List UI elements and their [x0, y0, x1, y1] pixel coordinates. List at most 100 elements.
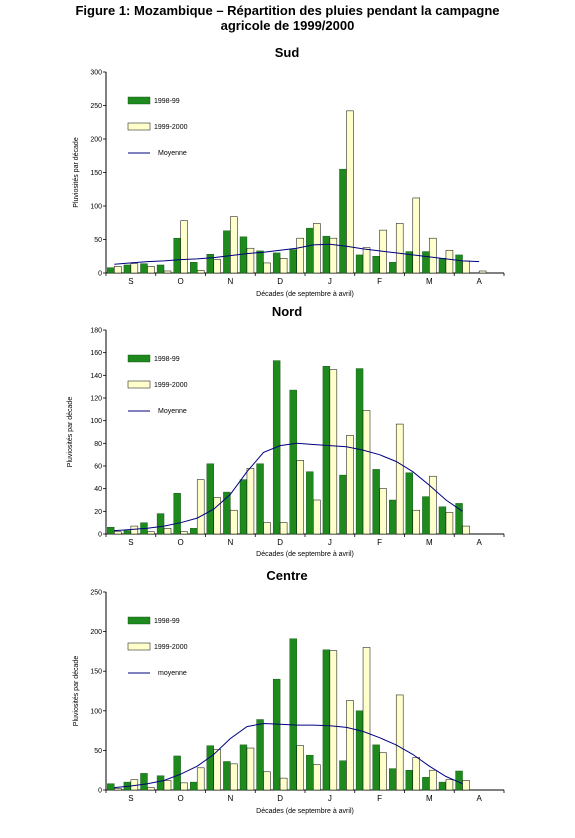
month-label: J	[328, 538, 332, 547]
bar-1998-99	[190, 262, 198, 274]
y-tick-label: 20	[94, 509, 102, 516]
bar-1999-2000	[429, 475, 437, 535]
bar-1999-2000	[346, 700, 354, 791]
bar-1999-2000	[296, 237, 304, 274]
panel-title: Nord	[272, 304, 302, 319]
bar-1999-2000	[263, 771, 271, 791]
bar-1998-99	[206, 745, 214, 791]
bar-1998-99	[239, 236, 248, 274]
bar-1998-99	[156, 264, 165, 274]
x-axis-title: Décades (de septembre à avril)	[256, 551, 354, 558]
y-tick-label: 60	[94, 464, 102, 471]
y-tick-label: 40	[94, 486, 102, 493]
month-label: M	[426, 277, 433, 286]
bar-1998-99	[322, 235, 331, 274]
chart-nord: Nord 0 20 40 60 80 100 120 140 160 180 S O N D J F M A Déca…	[67, 304, 505, 558]
figure-title-line-2: agricole de 1999/2000	[220, 18, 355, 33]
bar-1998-99	[372, 256, 380, 274]
bar-1998-99	[322, 366, 331, 535]
bar-1998-99	[405, 770, 413, 791]
bar-1999-2000	[180, 531, 188, 535]
bar-1999-2000	[230, 509, 238, 535]
bar-1999-2000	[346, 435, 354, 535]
x-axis-title: Décades (de septembre à avril)	[256, 291, 354, 298]
bar-1998-99	[239, 479, 248, 535]
bar-1999-2000	[279, 777, 288, 791]
bar-1999-2000	[462, 780, 470, 791]
bar-1999-2000	[313, 223, 321, 274]
figure-title-line-1: Figure 1: Mozambique – Répartition des p…	[75, 3, 500, 18]
y-tick-label: 150	[90, 170, 102, 177]
y-tick-label: 250	[90, 590, 102, 597]
legend-swatch-1999-2000	[127, 122, 151, 131]
y-tick-label: 150	[90, 669, 102, 676]
y-axis-title: Pluviosités par décade	[73, 656, 80, 727]
month-label: J	[328, 277, 332, 286]
bar-1998-99	[306, 471, 314, 535]
bar-1999-2000	[395, 423, 404, 535]
bar-1999-2000	[163, 780, 172, 791]
bar-1999-2000	[379, 488, 387, 535]
bar-1999-2000	[114, 788, 122, 791]
bar-1999-2000	[412, 197, 421, 274]
y-tick-label: 200	[90, 137, 102, 144]
month-label: O	[178, 538, 184, 547]
month-label: A	[476, 277, 482, 286]
bar-1999-2000	[213, 497, 222, 535]
bar-1999-2000	[362, 647, 371, 791]
month-label: F	[377, 794, 382, 803]
month-label: D	[277, 277, 283, 286]
bar-1998-99	[206, 254, 214, 274]
bar-1998-99	[389, 262, 397, 274]
bar-1999-2000	[246, 247, 255, 274]
month-label: D	[277, 538, 283, 547]
bar-1998-99	[140, 263, 148, 274]
bar-1998-99	[438, 506, 447, 535]
chart-sud: Sud 0 50 100 150 200 250 300 S O N D J F M A Décades (de…	[73, 45, 505, 298]
bar-1999-2000	[147, 266, 155, 274]
month-label: O	[178, 794, 184, 803]
bar-1999-2000	[445, 512, 454, 535]
bar-1998-99	[223, 761, 231, 791]
month-label: N	[227, 538, 233, 547]
bar-1999-2000	[412, 509, 421, 535]
y-tick-label: 200	[90, 629, 102, 636]
month-label: A	[476, 794, 482, 803]
bar-1998-99	[256, 719, 264, 791]
bar-1999-2000	[163, 528, 172, 535]
legend-label-1999-2000: 1999-2000	[154, 382, 188, 389]
bar-1998-99	[173, 755, 181, 791]
bar-1998-99	[256, 250, 264, 274]
bar-1998-99	[123, 530, 132, 535]
bar-1998-99	[322, 649, 331, 791]
bar-1999-2000	[329, 650, 338, 791]
bar-1998-99	[389, 499, 397, 535]
legend-label-1998-99: 1998-99	[154, 98, 180, 105]
month-label: S	[128, 277, 133, 286]
bar-1998-99	[306, 754, 314, 791]
month-label: F	[377, 538, 382, 547]
bar-1998-99	[107, 783, 115, 791]
bar-1999-2000	[445, 779, 454, 791]
legend-label-1998-99: 1998-99	[154, 618, 180, 625]
bar-1999-2000	[379, 752, 387, 791]
y-tick-label: 50	[94, 237, 102, 244]
x-axis-title: Décades (de septembre à avril)	[256, 808, 354, 815]
bar-1999-2000	[296, 745, 304, 791]
bar-1998-99	[206, 463, 214, 535]
moyenne-line	[114, 442, 463, 532]
chart-centre: Centre 0 50 100 150 200 250 S O N D J F M A Décades (de…	[73, 568, 505, 815]
month-label: J	[328, 794, 332, 803]
y-tick-label: 180	[90, 328, 102, 335]
bar-1998-99	[455, 770, 463, 791]
bar-1999-2000	[230, 216, 238, 274]
bar-1999-2000	[147, 531, 155, 535]
legend: 1998-99 1999-2000 Moyenne	[127, 354, 188, 415]
panel-title: Centre	[266, 568, 307, 583]
bar-1998-99	[306, 227, 314, 274]
bar-1999-2000	[196, 767, 205, 791]
moyenne-line	[114, 243, 480, 265]
month-label: D	[277, 794, 283, 803]
bar-1998-99	[422, 251, 430, 274]
